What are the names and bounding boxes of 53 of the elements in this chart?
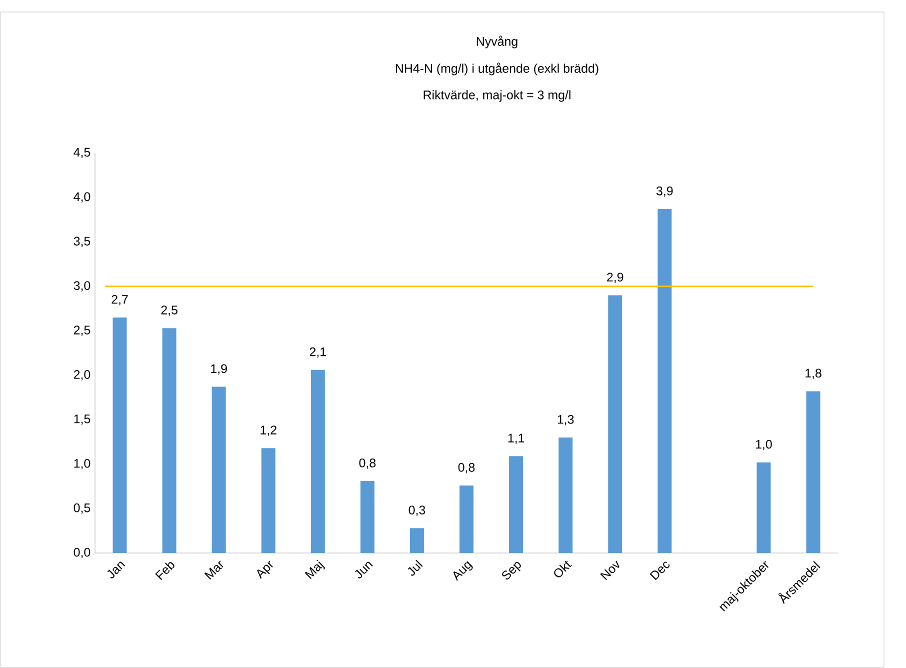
data-label: 2,7 bbox=[112, 294, 128, 306]
text: Riktvärde, maj-okt = 3 mg/l bbox=[424, 90, 570, 102]
y-tick-label: 3,5 bbox=[74, 236, 90, 248]
bar bbox=[608, 295, 622, 553]
bar bbox=[410, 528, 424, 553]
y-tick-label: 2,5 bbox=[74, 326, 90, 336]
x-tick-label: Jun bbox=[355, 562, 373, 578]
data-label: 1,9 bbox=[211, 364, 227, 375]
data-label: 0,8 bbox=[458, 462, 475, 474]
data-label: 1,0 bbox=[756, 440, 772, 450]
data-label: 2,9 bbox=[607, 272, 624, 284]
data-label: 0,3 bbox=[408, 506, 426, 516]
bar bbox=[756, 462, 771, 553]
x-tick-label: Apr bbox=[257, 560, 273, 579]
x-tick-label: Maj bbox=[304, 560, 325, 580]
x-tick-label: Dec bbox=[650, 562, 670, 580]
x-tick-label: Sep bbox=[502, 562, 521, 580]
chart-subtitle: NH4-N (mg/l) i utgående (exkl brädd) bbox=[396, 62, 598, 76]
x-tick-label: Aug bbox=[453, 561, 473, 581]
bar bbox=[360, 481, 374, 553]
y-tick-label: 2,0 bbox=[74, 370, 90, 380]
x-tick-label: Feb bbox=[155, 562, 174, 580]
x-tick-label: Mar bbox=[204, 560, 224, 580]
y-tick-label: 1,0 bbox=[74, 458, 90, 470]
bar bbox=[460, 485, 474, 553]
bar bbox=[558, 437, 573, 553]
bar bbox=[658, 209, 672, 553]
data-label: 1,1 bbox=[508, 434, 524, 444]
y-tick-label: 4,0 bbox=[74, 192, 90, 203]
bar bbox=[261, 448, 276, 553]
data-label: 1,8 bbox=[806, 368, 822, 380]
bar bbox=[806, 391, 820, 553]
y-tick-label: 4,5 bbox=[74, 148, 90, 158]
chart-title: Nyvång bbox=[476, 36, 518, 48]
y-tick-label: 3,0 bbox=[74, 281, 90, 292]
y-tick-label: 0,0 bbox=[74, 548, 90, 558]
bar bbox=[162, 328, 176, 553]
x-tick-label: Jan bbox=[107, 562, 126, 578]
data-label: 2,5 bbox=[161, 306, 178, 316]
y-tick-label: 0,5 bbox=[74, 503, 90, 514]
data-label: 0,8 bbox=[359, 458, 376, 469]
data-label: 1,3 bbox=[558, 414, 574, 426]
bar bbox=[310, 370, 325, 553]
bar bbox=[112, 317, 127, 553]
x-tick-label: Jul bbox=[408, 560, 423, 576]
x-tick-label: Nov bbox=[600, 560, 620, 580]
y-tick-label: 1,5 bbox=[74, 414, 90, 425]
x-tick-label: Okt bbox=[554, 560, 572, 578]
data-label: 1,2 bbox=[260, 426, 276, 436]
bar bbox=[212, 386, 226, 553]
data-label: 2,1 bbox=[310, 347, 326, 358]
bar bbox=[509, 456, 524, 553]
data-label: 3,9 bbox=[656, 186, 673, 197]
